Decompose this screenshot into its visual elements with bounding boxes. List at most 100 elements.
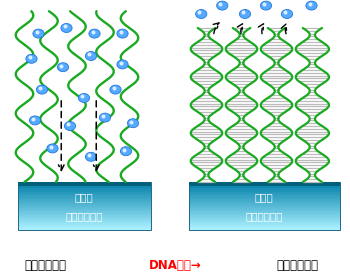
Bar — [18, 193, 150, 194]
Circle shape — [36, 85, 48, 94]
Circle shape — [260, 1, 272, 10]
Bar — [18, 191, 150, 192]
Bar — [189, 219, 340, 220]
Bar — [18, 186, 150, 187]
Bar — [189, 198, 340, 199]
Bar — [189, 194, 340, 195]
Bar — [18, 192, 150, 193]
Bar — [18, 203, 150, 204]
Bar — [18, 197, 150, 198]
Text: イオン電流大: イオン電流大 — [25, 259, 66, 272]
Bar — [189, 190, 340, 191]
Circle shape — [64, 122, 76, 130]
Circle shape — [78, 94, 90, 102]
Bar — [18, 182, 150, 186]
Bar — [189, 205, 340, 206]
Bar — [18, 184, 150, 185]
Bar — [18, 229, 150, 230]
Bar — [189, 201, 340, 202]
Bar — [189, 193, 340, 194]
Bar — [189, 210, 340, 211]
Bar — [189, 213, 340, 214]
Bar — [18, 194, 150, 195]
Circle shape — [110, 85, 121, 94]
Bar — [18, 225, 150, 226]
Bar — [189, 183, 340, 184]
Bar — [18, 212, 150, 213]
Bar — [18, 198, 150, 199]
Bar — [18, 209, 150, 210]
Bar — [18, 215, 150, 216]
Bar — [189, 184, 340, 185]
Bar — [18, 200, 150, 201]
Bar — [18, 188, 150, 189]
Text: 半導体: 半導体 — [255, 192, 274, 202]
Circle shape — [85, 152, 97, 161]
Bar — [189, 223, 340, 224]
Bar — [18, 217, 150, 218]
Bar — [189, 220, 340, 221]
Circle shape — [196, 10, 207, 18]
Circle shape — [127, 119, 139, 128]
Bar — [18, 182, 150, 183]
Bar — [189, 185, 340, 186]
Bar — [18, 185, 150, 186]
Bar — [189, 182, 340, 186]
Circle shape — [306, 1, 317, 10]
Circle shape — [217, 1, 228, 10]
Bar — [18, 182, 150, 230]
Bar — [18, 216, 150, 217]
Bar — [189, 217, 340, 218]
Bar — [189, 188, 340, 189]
Bar — [18, 214, 150, 215]
Bar — [189, 221, 340, 222]
Text: DNA検出→: DNA検出→ — [149, 259, 201, 272]
Bar — [189, 199, 340, 200]
Bar — [18, 228, 150, 229]
Bar — [189, 224, 340, 225]
Circle shape — [85, 52, 97, 60]
Circle shape — [89, 29, 100, 38]
Bar — [18, 199, 150, 200]
Bar — [189, 226, 340, 227]
Bar — [189, 204, 340, 205]
Bar — [189, 214, 340, 215]
Bar — [189, 203, 340, 204]
Bar — [18, 210, 150, 211]
Circle shape — [61, 24, 72, 32]
Circle shape — [281, 10, 293, 18]
Bar — [189, 202, 340, 203]
Text: ダイヤモンド: ダイヤモンド — [65, 211, 103, 221]
Bar — [18, 187, 150, 188]
Bar — [18, 219, 150, 220]
Bar — [18, 205, 150, 206]
Bar — [18, 218, 150, 219]
Bar — [18, 221, 150, 222]
Bar — [18, 227, 150, 228]
Circle shape — [239, 10, 251, 18]
Circle shape — [47, 144, 58, 153]
Circle shape — [33, 29, 44, 38]
Bar — [189, 206, 340, 207]
Bar — [18, 202, 150, 203]
Bar — [18, 223, 150, 224]
Circle shape — [26, 54, 37, 63]
Bar — [18, 196, 150, 197]
Circle shape — [120, 147, 132, 156]
Bar — [18, 204, 150, 205]
Bar — [18, 211, 150, 212]
Bar — [18, 213, 150, 214]
Bar — [189, 208, 340, 209]
Bar — [189, 184, 340, 185]
Bar — [18, 224, 150, 225]
Bar — [189, 216, 340, 217]
Bar — [18, 195, 150, 196]
Text: 半導体: 半導体 — [75, 192, 93, 202]
Bar — [189, 211, 340, 212]
Bar — [18, 208, 150, 209]
Bar — [189, 187, 340, 188]
Bar — [18, 220, 150, 221]
Bar — [189, 212, 340, 213]
Circle shape — [99, 113, 111, 122]
Bar — [189, 209, 340, 210]
